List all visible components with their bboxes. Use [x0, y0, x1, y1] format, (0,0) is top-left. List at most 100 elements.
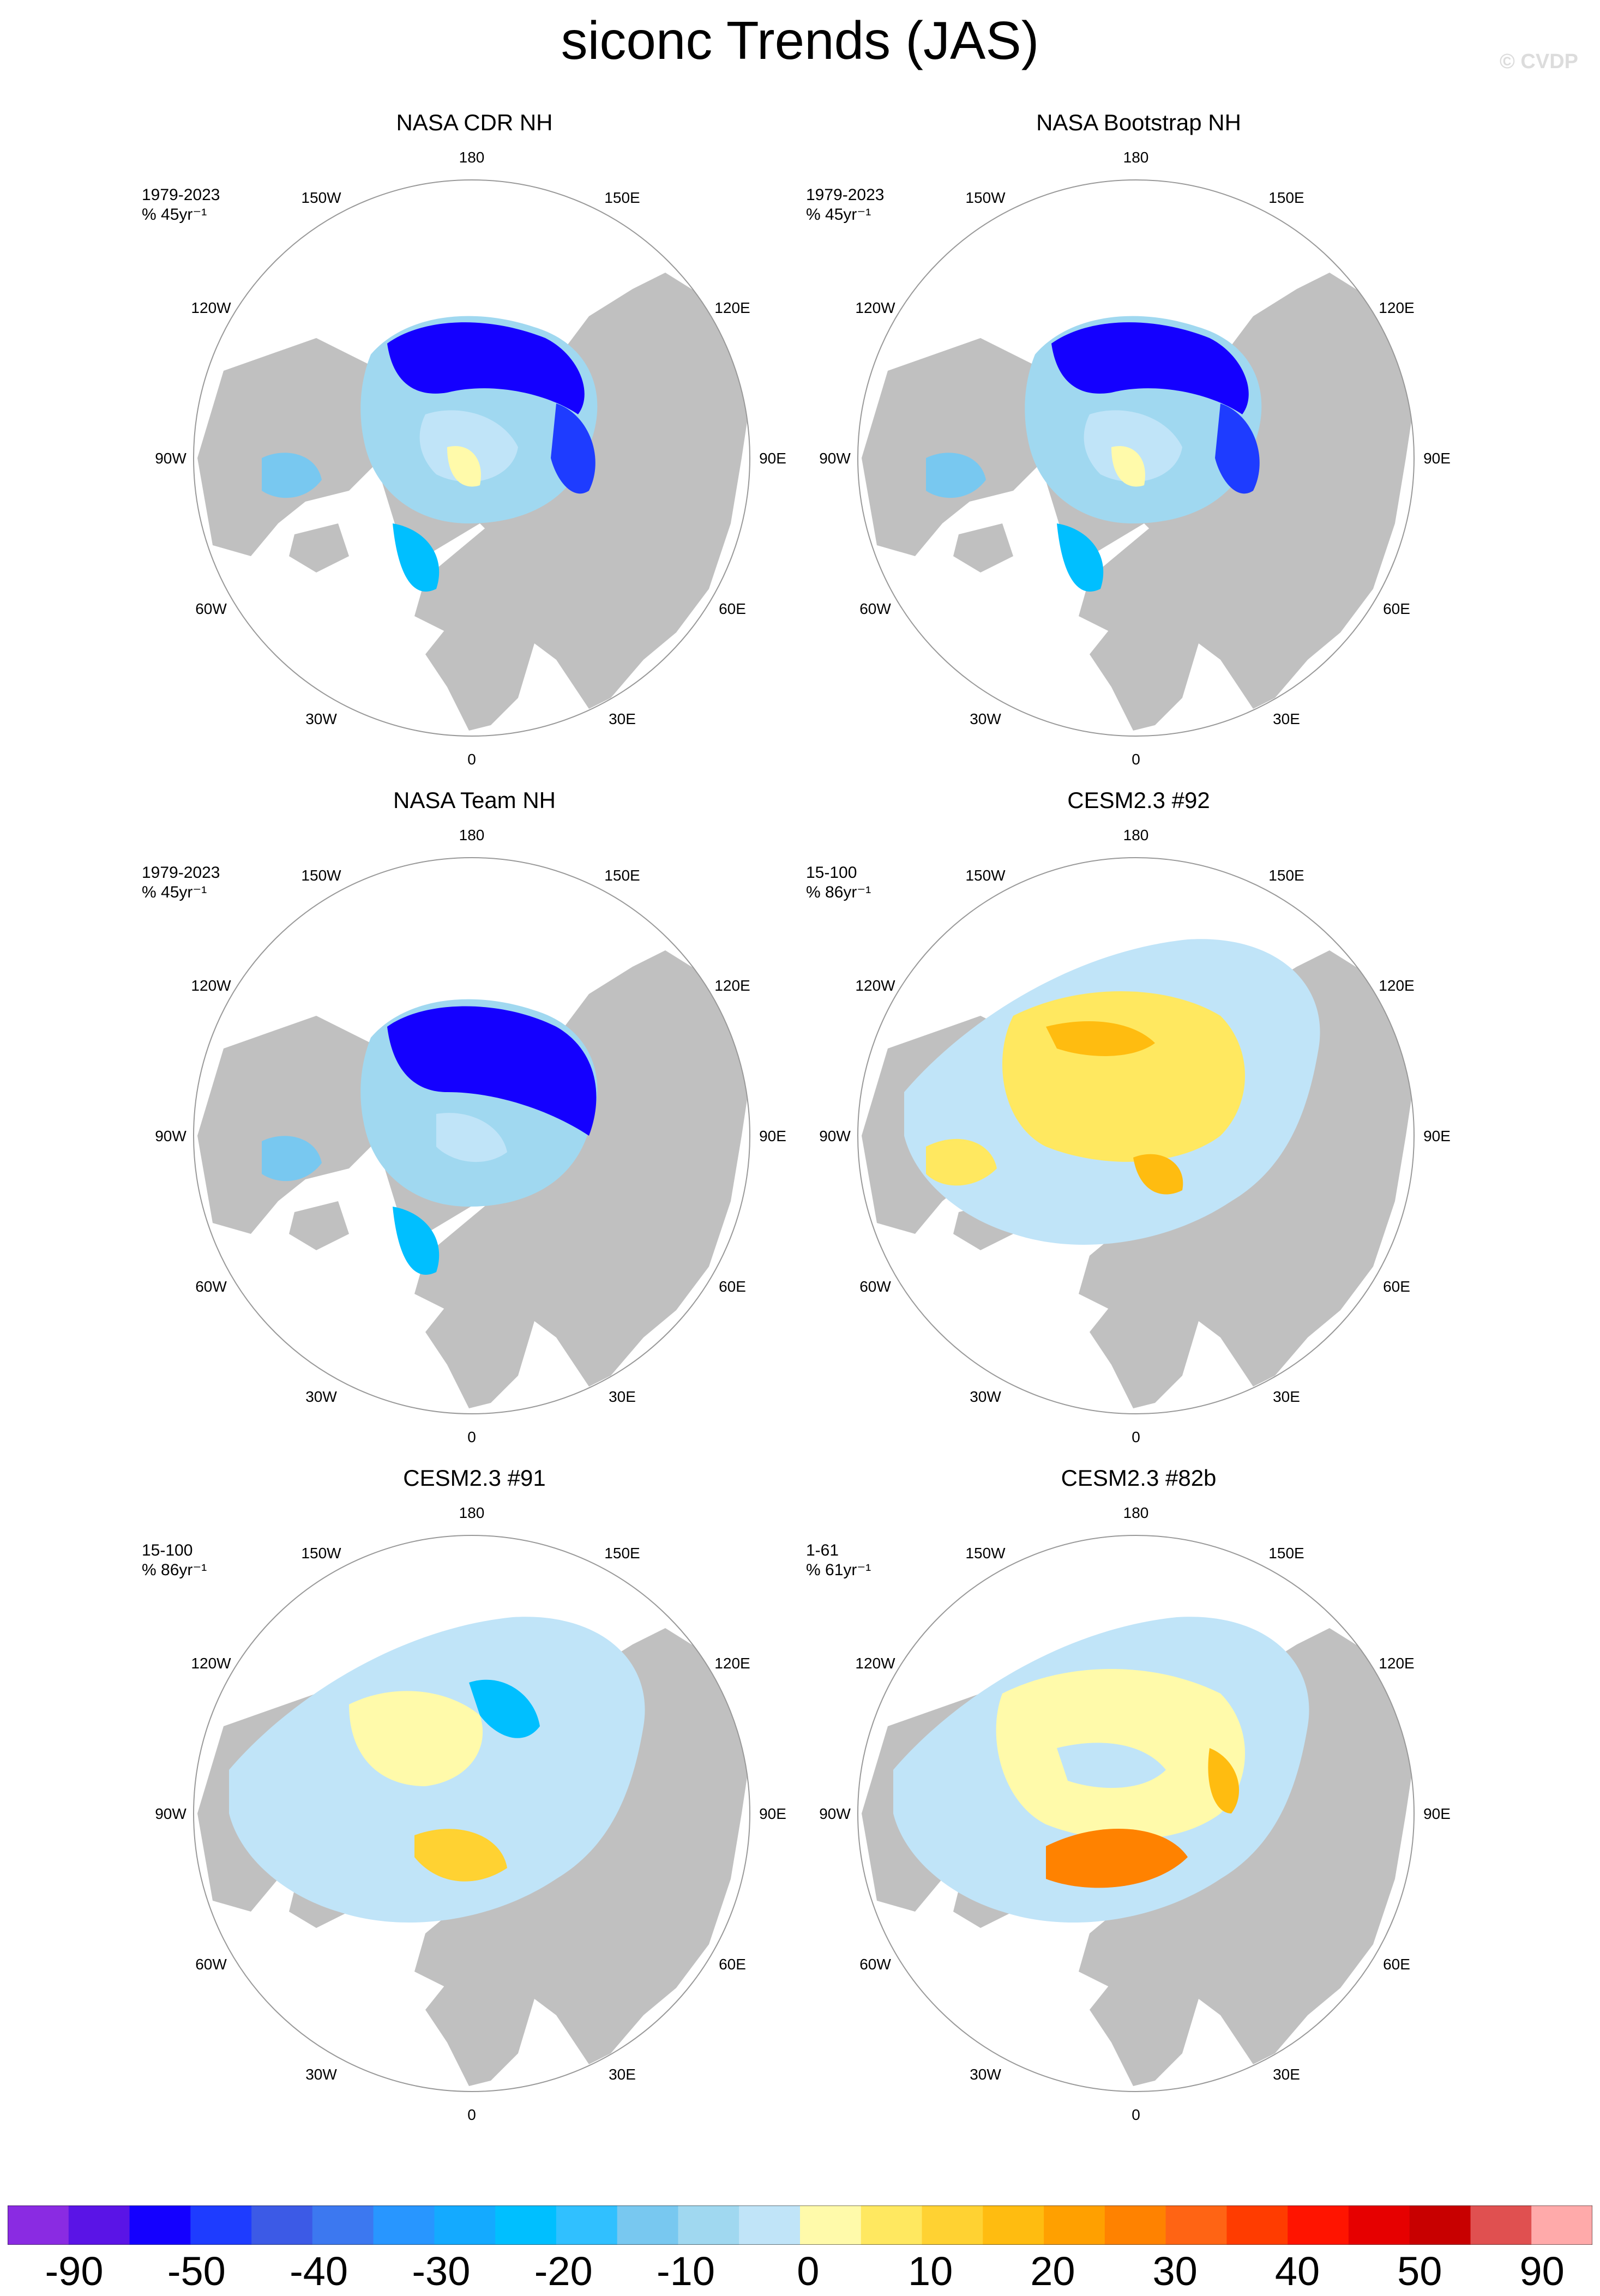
sea-ice-trend-center — [1084, 410, 1182, 482]
colorbar-tick-label: 10 — [907, 2249, 953, 2294]
longitude-label: 90W — [819, 450, 851, 467]
land-mass — [289, 523, 349, 573]
colorbar-swatch — [495, 2205, 557, 2245]
sea-ice-trend-negative-east — [551, 403, 596, 494]
longitude-label: 30W — [305, 1388, 337, 1405]
longitude-label: 120W — [191, 977, 231, 994]
land-mass — [953, 523, 1013, 573]
sea-ice-trend-center-negative — [1057, 1743, 1166, 1788]
panel-period-units: 1979-2023 % 45yr⁻¹ — [142, 864, 220, 901]
longitude-label: 120E — [714, 299, 750, 316]
colorbar-swatch — [983, 2205, 1044, 2245]
colorbar-tick-label: -20 — [534, 2249, 593, 2294]
colorbar-tick-label: 90 — [1519, 2249, 1565, 2294]
map-panel: CESM2.3 #91 180 150E 120E 90E 60E 30E 0 30W 60W 90… — [142, 1465, 807, 2141]
map-content — [197, 273, 750, 731]
longitude-label: 30E — [609, 2066, 636, 2083]
longitude-label: 150E — [604, 867, 640, 884]
colorbar-swatch — [1044, 2205, 1105, 2245]
colorbar-swatch — [190, 2205, 252, 2245]
longitude-label: 180 — [459, 827, 485, 843]
longitude-label: 90E — [1423, 1805, 1451, 1822]
greenland-sea-trend — [393, 1207, 440, 1275]
sea-ice-trend-strong-negative — [1051, 322, 1249, 414]
longitude-label: 60E — [1383, 1956, 1410, 1973]
longitude-label: 150W — [301, 867, 341, 884]
colorbar-swatch — [861, 2205, 923, 2245]
colorbar-tick-label: -30 — [412, 2249, 471, 2294]
longitude-label: 120E — [714, 977, 750, 994]
longitude-label: 30W — [305, 2066, 337, 2083]
colorbar-swatch — [8, 2205, 69, 2245]
colorbar-swatch — [129, 2205, 191, 2245]
sea-ice-trend-negative — [469, 1679, 540, 1738]
panel-period-units: 1-61 % 61yr⁻¹ — [806, 1541, 871, 1579]
map-boundary — [193, 857, 750, 1414]
baffin-trend — [262, 1136, 322, 1182]
polar-map: 180 150E 120E 90E 60E 30E 0 30W 60W 90W 120W 150W — [155, 827, 786, 1445]
longitude-label: 30W — [305, 710, 337, 727]
bay-positive — [926, 1138, 997, 1186]
longitude-label: 120E — [1379, 299, 1414, 316]
colorbar-swatch — [617, 2205, 679, 2245]
longitude-label: 0 — [467, 2106, 476, 2123]
figure-title: siconc Trends (JAS) — [561, 10, 1039, 70]
barents-positive — [414, 1829, 507, 1882]
longitude-label: 150W — [965, 867, 1006, 884]
colorbar-tick-label: 20 — [1030, 2249, 1075, 2294]
longitude-label: 90W — [819, 1805, 851, 1822]
sea-ice-trend-positive — [447, 446, 481, 487]
baffin-trend — [926, 453, 986, 498]
longitude-label: 90W — [155, 1805, 187, 1822]
map-panel: CESM2.3 #92 180 150E 120E 90E 60E 30E 0 30W 60W 90… — [806, 787, 1471, 1463]
colorbar-swatch — [678, 2205, 739, 2245]
polar-map: 180 150E 120E 90E 60E 30E 0 30W 60W 90W 120W 150W — [155, 149, 786, 768]
colorbar-swatch — [68, 2205, 130, 2245]
longitude-label: 30W — [970, 710, 1001, 727]
colorbar-swatch — [1348, 2205, 1410, 2245]
longitude-label: 180 — [459, 149, 485, 166]
longitude-label: 90W — [155, 1128, 187, 1144]
longitude-label: 60E — [1383, 1278, 1410, 1295]
longitude-label: 150E — [1268, 867, 1304, 884]
land-mass — [414, 1201, 524, 1310]
barents-positive — [1133, 1154, 1183, 1195]
panel-title: NASA Team NH — [393, 787, 556, 813]
longitude-label: 90E — [1423, 1128, 1451, 1144]
longitude-label: 90W — [819, 1128, 851, 1144]
longitude-label: 120E — [1379, 1655, 1414, 1672]
sea-ice-trend-center — [436, 1113, 507, 1162]
barents-positive-strong — [1046, 1828, 1188, 1888]
sea-ice-trend-positive-broad — [1002, 991, 1245, 1162]
longitude-label: 150W — [301, 1545, 341, 1562]
longitude-label: 150E — [604, 1545, 640, 1562]
longitude-label: 120W — [191, 1655, 231, 1672]
colorbar-swatch — [251, 2205, 313, 2245]
map-panel: NASA CDR NH 180 150E 120E 90E 60E 30E 0 30W 60W 90… — [142, 109, 807, 785]
colorbar-swatch — [556, 2205, 618, 2245]
colorbar-tick-label: 30 — [1152, 2249, 1198, 2294]
land-mass — [414, 523, 524, 632]
land-mass — [289, 1201, 349, 1250]
laptev-positive — [1208, 1748, 1240, 1813]
longitude-label: 30E — [609, 1388, 636, 1405]
longitude-label: 90E — [1423, 450, 1451, 467]
longitude-label: 120E — [714, 1655, 750, 1672]
longitude-label: 60E — [719, 1278, 746, 1295]
longitude-label: 120W — [855, 977, 895, 994]
map-boundary — [857, 179, 1415, 737]
longitude-label: 60W — [859, 1278, 891, 1295]
sea-ice-trend-strong-negative — [387, 322, 585, 414]
trend-field — [262, 999, 598, 1275]
map-panel: NASA Bootstrap NH 180 150E 120E 90E 60E 30E 0 30… — [806, 109, 1471, 785]
colorbar-swatch — [1226, 2205, 1288, 2245]
longitude-label: 120W — [855, 299, 895, 316]
sea-ice-trend-positive — [349, 1691, 483, 1786]
longitude-label: 30E — [1273, 710, 1300, 727]
colorbar — [8, 2205, 1592, 2245]
sea-ice-trend-strong-negative — [387, 1006, 597, 1136]
colorbar-tick-label: 40 — [1274, 2249, 1320, 2294]
map-boundary — [193, 179, 750, 737]
longitude-label: 60W — [859, 1956, 891, 1973]
map-content — [197, 1617, 750, 2086]
